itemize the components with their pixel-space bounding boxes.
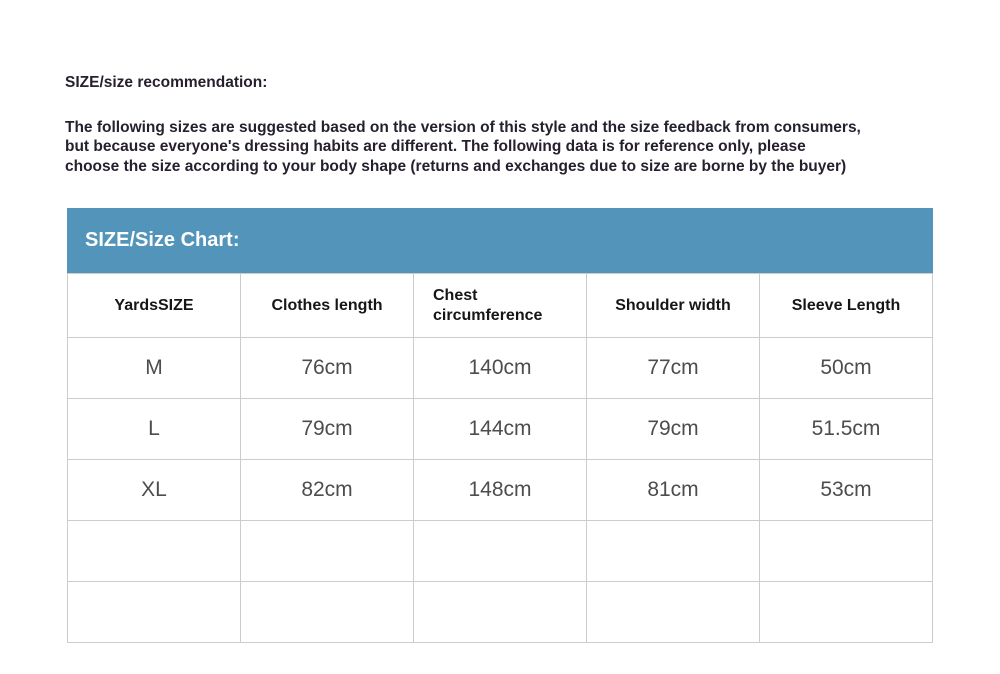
empty-cell (240, 520, 414, 582)
table-header-row: YardsSIZE Clothes length Chest circumfer… (67, 273, 933, 338)
size-table: YardsSIZE Clothes length Chest circumfer… (67, 273, 933, 643)
description-line-1: The following sizes are suggested based … (65, 119, 861, 136)
chest-circumference-cell: 144cm (413, 398, 587, 460)
empty-cell (413, 581, 587, 643)
shoulder-width-cell: 81cm (586, 459, 760, 521)
table-row-l: L 79cm 144cm 79cm 51.5cm (67, 398, 933, 460)
column-header-shoulder-width: Shoulder width (586, 273, 760, 338)
chest-circumference-cell: 140cm (413, 337, 587, 399)
sleeve-length-cell: 50cm (759, 337, 933, 399)
clothes-length-cell: 82cm (240, 459, 414, 521)
page-title: SIZE/size recommendation: (65, 74, 268, 91)
column-header-yards-size: YardsSIZE (67, 273, 241, 338)
column-header-clothes-length: Clothes length (240, 273, 414, 338)
empty-cell (67, 520, 241, 582)
clothes-length-cell: 76cm (240, 337, 414, 399)
empty-cell (413, 520, 587, 582)
description-line-3: choose the size according to your body s… (65, 157, 847, 175)
sleeve-length-cell: 51.5cm (759, 398, 933, 460)
empty-cell (67, 581, 241, 643)
empty-cell (586, 520, 760, 582)
shoulder-width-cell: 77cm (586, 337, 760, 399)
clothes-length-cell: 79cm (240, 398, 414, 460)
table-row-empty-1 (67, 520, 933, 582)
empty-cell (240, 581, 414, 643)
sleeve-length-cell: 53cm (759, 459, 933, 521)
table-row-empty-2 (67, 581, 933, 643)
size-cell: L (67, 398, 241, 460)
chest-circumference-cell: 148cm (413, 459, 587, 521)
size-cell: XL (67, 459, 241, 521)
size-chart-title: SIZE/Size Chart: (85, 229, 240, 251)
column-header-sleeve-length: Sleeve Length (759, 273, 933, 338)
empty-cell (586, 581, 760, 643)
empty-cell (759, 520, 933, 582)
size-chart-title-bar: SIZE/Size Chart: (67, 208, 933, 273)
size-cell: M (67, 337, 241, 399)
size-chart-section: SIZE/Size Chart: YardsSIZE Clothes lengt… (67, 208, 933, 643)
table-row-m: M 76cm 140cm 77cm 50cm (67, 337, 933, 399)
empty-cell (759, 581, 933, 643)
shoulder-width-cell: 79cm (586, 398, 760, 460)
column-header-chest-circumference: Chest circumference (413, 273, 587, 338)
table-row-xl: XL 82cm 148cm 81cm 53cm (67, 459, 933, 521)
description-line-2: but because everyone's dressing habits a… (65, 138, 806, 156)
size-description: The following sizes are suggested based … (65, 118, 861, 176)
